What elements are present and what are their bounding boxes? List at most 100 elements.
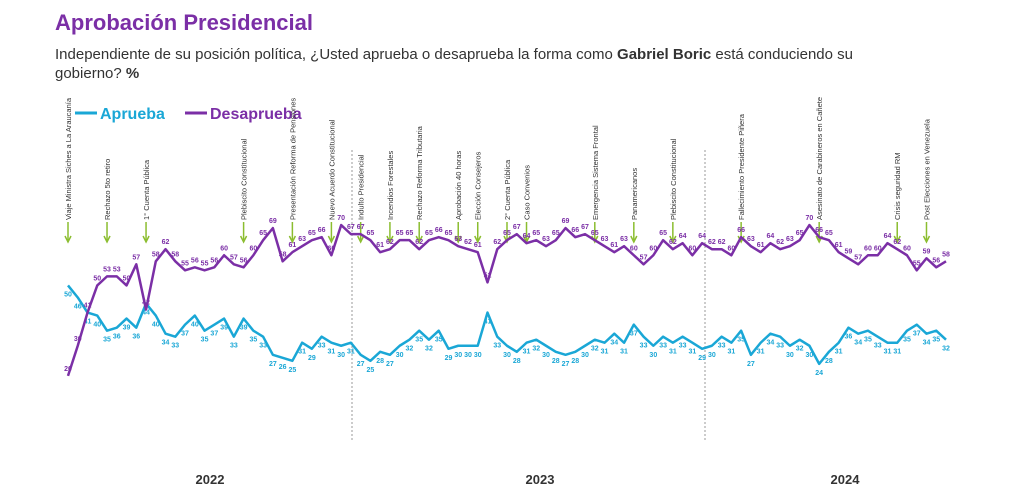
data-label: 65 bbox=[445, 230, 453, 237]
data-label: 27 bbox=[357, 361, 365, 368]
data-label: 31 bbox=[620, 349, 628, 356]
data-label: 35 bbox=[903, 337, 911, 344]
data-label: 31 bbox=[835, 349, 843, 356]
event-label: 2° Cuenta Pública bbox=[503, 159, 512, 220]
data-label: 66 bbox=[318, 227, 326, 234]
data-label: 30 bbox=[806, 352, 814, 359]
event-label: Fallecimiento Presidente Piñera bbox=[737, 113, 746, 220]
event-arrowhead bbox=[288, 235, 297, 244]
data-label: 61 bbox=[288, 242, 296, 249]
data-label: 60 bbox=[649, 245, 657, 252]
data-label: 27 bbox=[747, 361, 755, 368]
event-arrowhead bbox=[356, 235, 365, 244]
data-label: 60 bbox=[727, 245, 735, 252]
data-label: 40 bbox=[93, 322, 101, 329]
data-label: 31 bbox=[347, 349, 355, 356]
event-arrowhead bbox=[327, 235, 336, 244]
data-label: 28 bbox=[552, 358, 560, 365]
event-arrowhead bbox=[893, 235, 901, 244]
data-label: 50 bbox=[64, 291, 72, 298]
data-label: 59 bbox=[923, 248, 931, 255]
data-label: 29 bbox=[445, 355, 453, 362]
data-label: 64 bbox=[884, 233, 892, 240]
data-label: 64 bbox=[679, 233, 687, 240]
data-label: 33 bbox=[493, 343, 501, 350]
data-label: 31 bbox=[601, 349, 609, 356]
data-label: 66 bbox=[435, 227, 443, 234]
data-label: 70 bbox=[806, 215, 814, 222]
data-label: 40 bbox=[152, 322, 160, 329]
event-arrowhead bbox=[142, 235, 150, 244]
data-label: 56 bbox=[932, 257, 940, 264]
data-label: 33 bbox=[874, 343, 882, 350]
data-label: 62 bbox=[776, 239, 784, 246]
data-label: 57 bbox=[132, 254, 140, 261]
data-label: 30 bbox=[503, 352, 511, 359]
data-label: 65 bbox=[552, 230, 560, 237]
data-label: 61 bbox=[835, 242, 843, 249]
data-label: 61 bbox=[757, 242, 765, 249]
data-label: 64 bbox=[767, 233, 775, 240]
data-label: 69 bbox=[269, 218, 277, 225]
data-label: 61 bbox=[610, 242, 618, 249]
data-label: 42 bbox=[142, 300, 150, 307]
year-label: 2022 bbox=[196, 472, 225, 487]
event-label: Post Elecciones en Venezuela bbox=[922, 118, 931, 220]
data-label: 65 bbox=[406, 230, 414, 237]
data-label: 65 bbox=[796, 230, 804, 237]
data-label: 57 bbox=[230, 254, 238, 261]
data-label: 62 bbox=[464, 239, 472, 246]
data-label: 27 bbox=[386, 361, 394, 368]
data-label: 37 bbox=[630, 331, 638, 338]
data-label: 63 bbox=[601, 236, 609, 243]
data-label: 60 bbox=[688, 245, 696, 252]
event-label: Emergencia Sistema Frontal bbox=[591, 125, 600, 220]
data-label: 20 bbox=[64, 366, 72, 373]
data-label: 63 bbox=[786, 236, 794, 243]
data-label: 35 bbox=[103, 337, 111, 344]
data-label: 57 bbox=[640, 254, 648, 261]
data-label: 32 bbox=[532, 346, 540, 353]
data-label: 63 bbox=[454, 236, 462, 243]
data-label: 33 bbox=[171, 343, 179, 350]
data-label: 33 bbox=[259, 343, 267, 350]
data-label: 32 bbox=[796, 346, 804, 353]
event-label: Incendios Forestales bbox=[386, 151, 395, 220]
data-label: 34 bbox=[923, 340, 931, 347]
event-label: Panamericanos bbox=[630, 168, 639, 220]
data-label: 36 bbox=[132, 334, 140, 341]
data-label: 32 bbox=[425, 346, 433, 353]
data-label: 41 bbox=[484, 319, 492, 326]
data-label: 34 bbox=[610, 340, 618, 347]
chart-title: Aprobación Presidencial bbox=[55, 10, 313, 35]
event-label: Crisis seguridad RM bbox=[893, 152, 902, 220]
legend-label: Desaprueba bbox=[210, 106, 302, 123]
data-label: 36 bbox=[845, 334, 853, 341]
data-label: 65 bbox=[259, 230, 267, 237]
event-arrowhead bbox=[922, 235, 931, 244]
data-label: 62 bbox=[708, 239, 716, 246]
data-label: 32 bbox=[942, 346, 950, 353]
year-label: 2024 bbox=[831, 472, 861, 487]
data-label: 53 bbox=[103, 266, 111, 273]
data-label: 24 bbox=[815, 370, 823, 377]
data-label: 53 bbox=[113, 266, 121, 273]
data-label: 30 bbox=[649, 352, 657, 359]
event-label: Indulto Presidencial bbox=[357, 154, 366, 220]
data-label: 65 bbox=[396, 230, 404, 237]
data-label: 63 bbox=[620, 236, 628, 243]
event-label: 1° Cuenta Pública bbox=[142, 159, 151, 220]
data-label: 30 bbox=[708, 352, 716, 359]
data-label: 35 bbox=[932, 337, 940, 344]
data-label: 41 bbox=[84, 319, 92, 326]
event-label: Plebiscito Constitucional bbox=[240, 138, 249, 220]
subtitle: Independiente de su posición política, ¿… bbox=[55, 45, 875, 83]
data-label: 55 bbox=[913, 260, 921, 267]
data-label: 33 bbox=[318, 343, 326, 350]
data-label: 30 bbox=[74, 336, 82, 343]
data-label: 26 bbox=[279, 364, 287, 371]
data-label: 56 bbox=[240, 257, 248, 264]
data-label: 34 bbox=[162, 340, 170, 347]
data-label: 28 bbox=[571, 358, 579, 365]
data-label: 32 bbox=[591, 346, 599, 353]
